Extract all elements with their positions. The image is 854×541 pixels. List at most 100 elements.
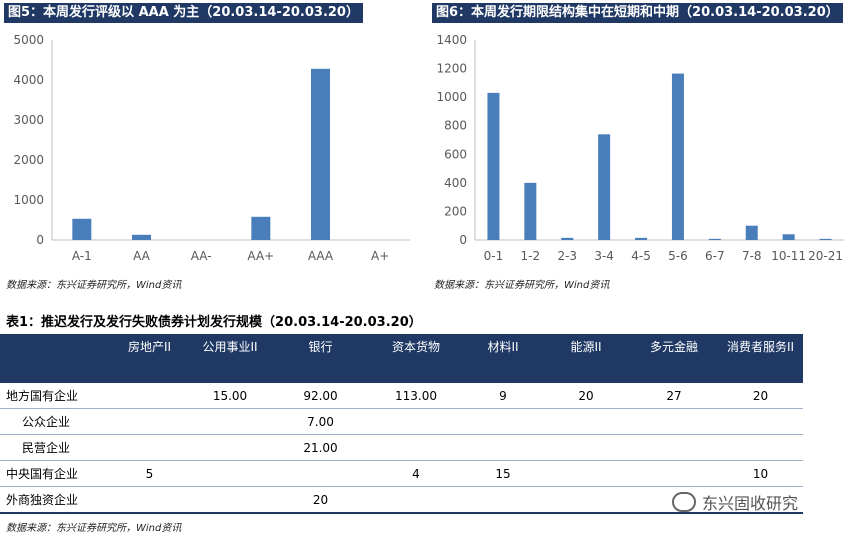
row-label: 民营企业 [0, 434, 112, 461]
figure5-source: 数据来源：东兴证券研究所，Wind资讯 [6, 280, 182, 291]
bar-5-6 [671, 73, 684, 240]
table-cell [112, 434, 187, 461]
row-label: 中央国有企业 [0, 460, 112, 487]
table-row: 地方国有企业 15.00 92.00 113.00 9 20 27 20 [0, 383, 803, 409]
x-tick-label: AAA [308, 249, 334, 263]
figure6-chart: 0 200 400 600 800 1000 1200 1400 0-1 1-2 2-3 3-4 4-5… [436, 33, 844, 263]
x-tick-label: AA+ [247, 249, 274, 263]
table-cell [542, 408, 630, 435]
figure6-title: 图6：本周发行期限结构集中在短期和中期（20.03.14-20.03.20） [432, 3, 843, 23]
x-tick-label: 2-3 [557, 249, 577, 263]
x-tick-label: A+ [371, 249, 389, 263]
bar-20-21 [819, 238, 832, 240]
table-cell [112, 383, 187, 409]
bar-1-2 [524, 182, 537, 240]
x-tick-label: 4-5 [631, 249, 651, 263]
table-cell: 15.00 [187, 383, 273, 409]
y-tick-label: 3000 [13, 113, 44, 127]
bar-2-3 [561, 237, 574, 240]
table-cell [718, 486, 803, 513]
table-cell [112, 408, 187, 435]
table-row: 民营企业 21.00 [0, 434, 803, 461]
table-cell [718, 434, 803, 461]
y-tick-label: 1000 [13, 193, 44, 207]
y-tick-label: 4000 [13, 73, 44, 87]
table-cell [273, 460, 368, 487]
x-tick-label: 20-21 [808, 249, 843, 263]
figure6-source: 数据来源：东兴证券研究所，Wind资讯 [434, 280, 610, 291]
table-cell [542, 460, 630, 487]
column-header: 房地产II [112, 335, 187, 383]
watermark-text: 东兴固收研究 [702, 494, 799, 513]
table-cell: 20 [273, 486, 368, 513]
table-cell [630, 434, 718, 461]
table-cell: 27 [630, 383, 718, 409]
table-cell: 4 [368, 460, 464, 487]
table-cell [368, 486, 464, 513]
table-cell: 5 [112, 460, 187, 487]
table-cell: 20 [718, 383, 803, 409]
y-tick-label: 0 [459, 233, 467, 247]
table-source: 数据来源：东兴证券研究所，Wind资讯 [6, 523, 182, 534]
table-cell [368, 408, 464, 435]
row-label: 公众企业 [0, 408, 112, 435]
x-tick-label: 3-4 [594, 249, 614, 263]
x-tick-label: 5-6 [668, 249, 688, 263]
bar-6-7 [708, 238, 721, 240]
table-cell: 15 [464, 460, 542, 487]
table-bottom-rule [0, 512, 803, 514]
table-cell [542, 486, 630, 513]
x-tick-label: 0-1 [484, 249, 504, 263]
table-cell [187, 434, 273, 461]
table-row: 中央国有企业 5 4 15 10 [0, 460, 803, 487]
bar-0-1 [487, 92, 500, 240]
column-header: 公用事业II [187, 335, 273, 383]
y-tick-label: 1200 [436, 62, 467, 76]
table-cell: 92.00 [273, 383, 368, 409]
column-header: 材料II [464, 335, 542, 383]
y-tick-label: 2000 [13, 153, 44, 167]
column-header: 多元金融 [630, 335, 718, 383]
column-header: 银行 [273, 335, 368, 383]
bar-7-8 [745, 225, 758, 240]
y-tick-label: 1400 [436, 33, 467, 47]
table-cell: 10 [718, 460, 803, 487]
table-cell [464, 486, 542, 513]
table-cell [464, 408, 542, 435]
table-cell [718, 408, 803, 435]
x-tick-label: 6-7 [705, 249, 725, 263]
figure5-title: 图5：本周发行评级以 AAA 为主（20.03.14-20.03.20） [4, 3, 363, 23]
x-tick-label: A-1 [72, 249, 92, 263]
row-label: 地方国有企业 [0, 383, 112, 409]
x-tick-label: 1-2 [521, 249, 541, 263]
bar-3-4 [598, 134, 611, 240]
table-header-row: 房地产II 公用事业II 银行 资本货物 材料II 能源II 多元金融 消费者服务II [0, 335, 803, 383]
figure5-chart: 0 1000 2000 3000 4000 5000 A-1 AA AA- AA+ AAA A+ [13, 33, 410, 263]
table-cell [112, 486, 187, 513]
table-row: 外商独资企业 20 [0, 486, 803, 513]
table-cell [464, 434, 542, 461]
watermark: 东兴固收研究 [672, 490, 798, 514]
x-tick-label: AA- [191, 249, 212, 263]
y-tick-label: 400 [444, 176, 467, 190]
column-header [0, 335, 112, 383]
bar-10-11 [782, 234, 795, 240]
y-tick-label: 0 [36, 233, 44, 247]
table-cell [630, 460, 718, 487]
column-header: 资本货物 [368, 335, 464, 383]
x-tick-label: AA [133, 249, 151, 263]
table-cell: 21.00 [273, 434, 368, 461]
bar-AA+ [251, 216, 271, 240]
table-cell [542, 434, 630, 461]
x-tick-label: 10-11 [771, 249, 806, 263]
table-cell [368, 434, 464, 461]
table-cell: 20 [542, 383, 630, 409]
table-cell: 7.00 [273, 408, 368, 435]
column-header: 能源II [542, 335, 630, 383]
y-tick-label: 600 [444, 147, 467, 161]
row-label: 外商独资企业 [0, 486, 112, 513]
bar-4-5 [635, 237, 648, 240]
deferred-issuance-table: 房地产II 公用事业II 银行 资本货物 材料II 能源II 多元金融 消费者服务II 地方国… [0, 335, 803, 513]
table-cell [187, 408, 273, 435]
table-cell [187, 486, 273, 513]
